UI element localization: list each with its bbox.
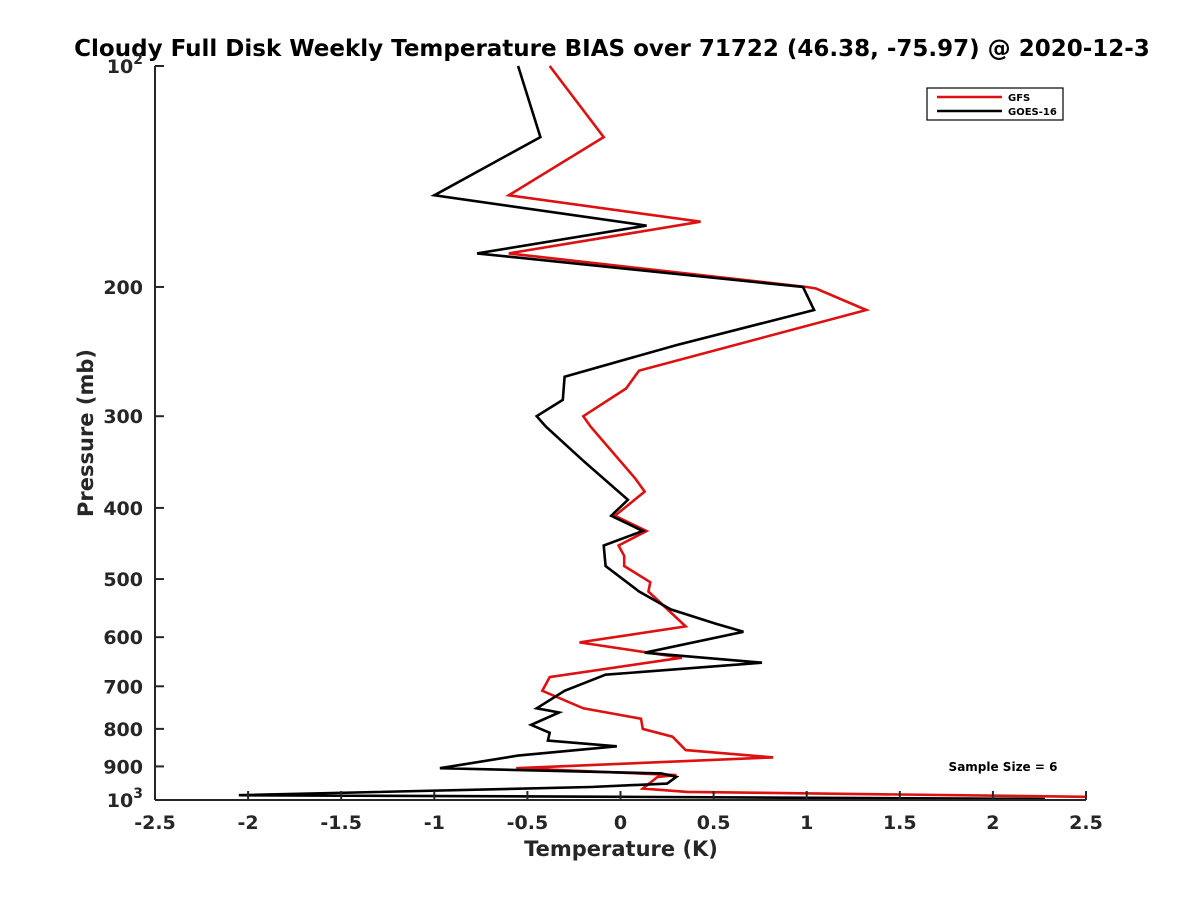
series-line-goes-16 xyxy=(238,65,1046,801)
y-tick-label: 103 xyxy=(107,786,143,812)
series-layer xyxy=(238,65,1087,801)
y-tick-label: 102 xyxy=(107,52,143,78)
x-tick-label: -0.5 xyxy=(507,812,549,834)
y-tick-label: 400 xyxy=(103,498,143,520)
y-tick-label: 700 xyxy=(103,676,143,698)
legend-label: GOES-16 xyxy=(1008,107,1057,118)
legend: GFS GOES-16 xyxy=(926,87,1064,121)
y-tick-label: 200 xyxy=(103,277,143,299)
x-ticks: -2.5 -2 -1.5 -1 -0.5 0 0.5 1 1.5 2 2.5 xyxy=(134,791,1103,834)
chart-title: Cloudy Full Disk Weekly Temperature BIAS… xyxy=(74,36,1150,62)
x-tick-label: -1.5 xyxy=(320,812,362,834)
series-line-gfs xyxy=(505,65,1087,799)
x-tick-label: 1 xyxy=(800,812,813,834)
legend-box xyxy=(926,87,1064,121)
axes-layer xyxy=(154,66,1086,801)
x-tick-label: -2 xyxy=(238,812,259,834)
y-tick-label: 800 xyxy=(103,719,143,741)
y-axis-label: Pressure (mb) xyxy=(74,349,98,517)
x-tick-label: 0 xyxy=(614,812,627,834)
y-ticks: 102 200 300 400 500 600 700 800 900 103 xyxy=(103,52,164,812)
y-tick-label: 500 xyxy=(103,569,143,591)
x-tick-label: -1 xyxy=(424,812,445,834)
x-tick-label: -2.5 xyxy=(134,812,176,834)
x-tick-label: 2.5 xyxy=(1069,812,1103,834)
x-axis-label: Temperature (K) xyxy=(524,837,718,861)
sample-size-annotation: Sample Size = 6 xyxy=(949,760,1058,774)
x-tick-label: 0.5 xyxy=(697,812,731,834)
legend-label: GFS xyxy=(1008,93,1030,104)
x-tick-label: 1.5 xyxy=(883,812,917,834)
y-tick-label: 300 xyxy=(103,406,143,428)
y-tick-label: 600 xyxy=(103,627,143,649)
y-tick-label: 900 xyxy=(103,756,143,778)
x-tick-label: 2 xyxy=(986,812,999,834)
